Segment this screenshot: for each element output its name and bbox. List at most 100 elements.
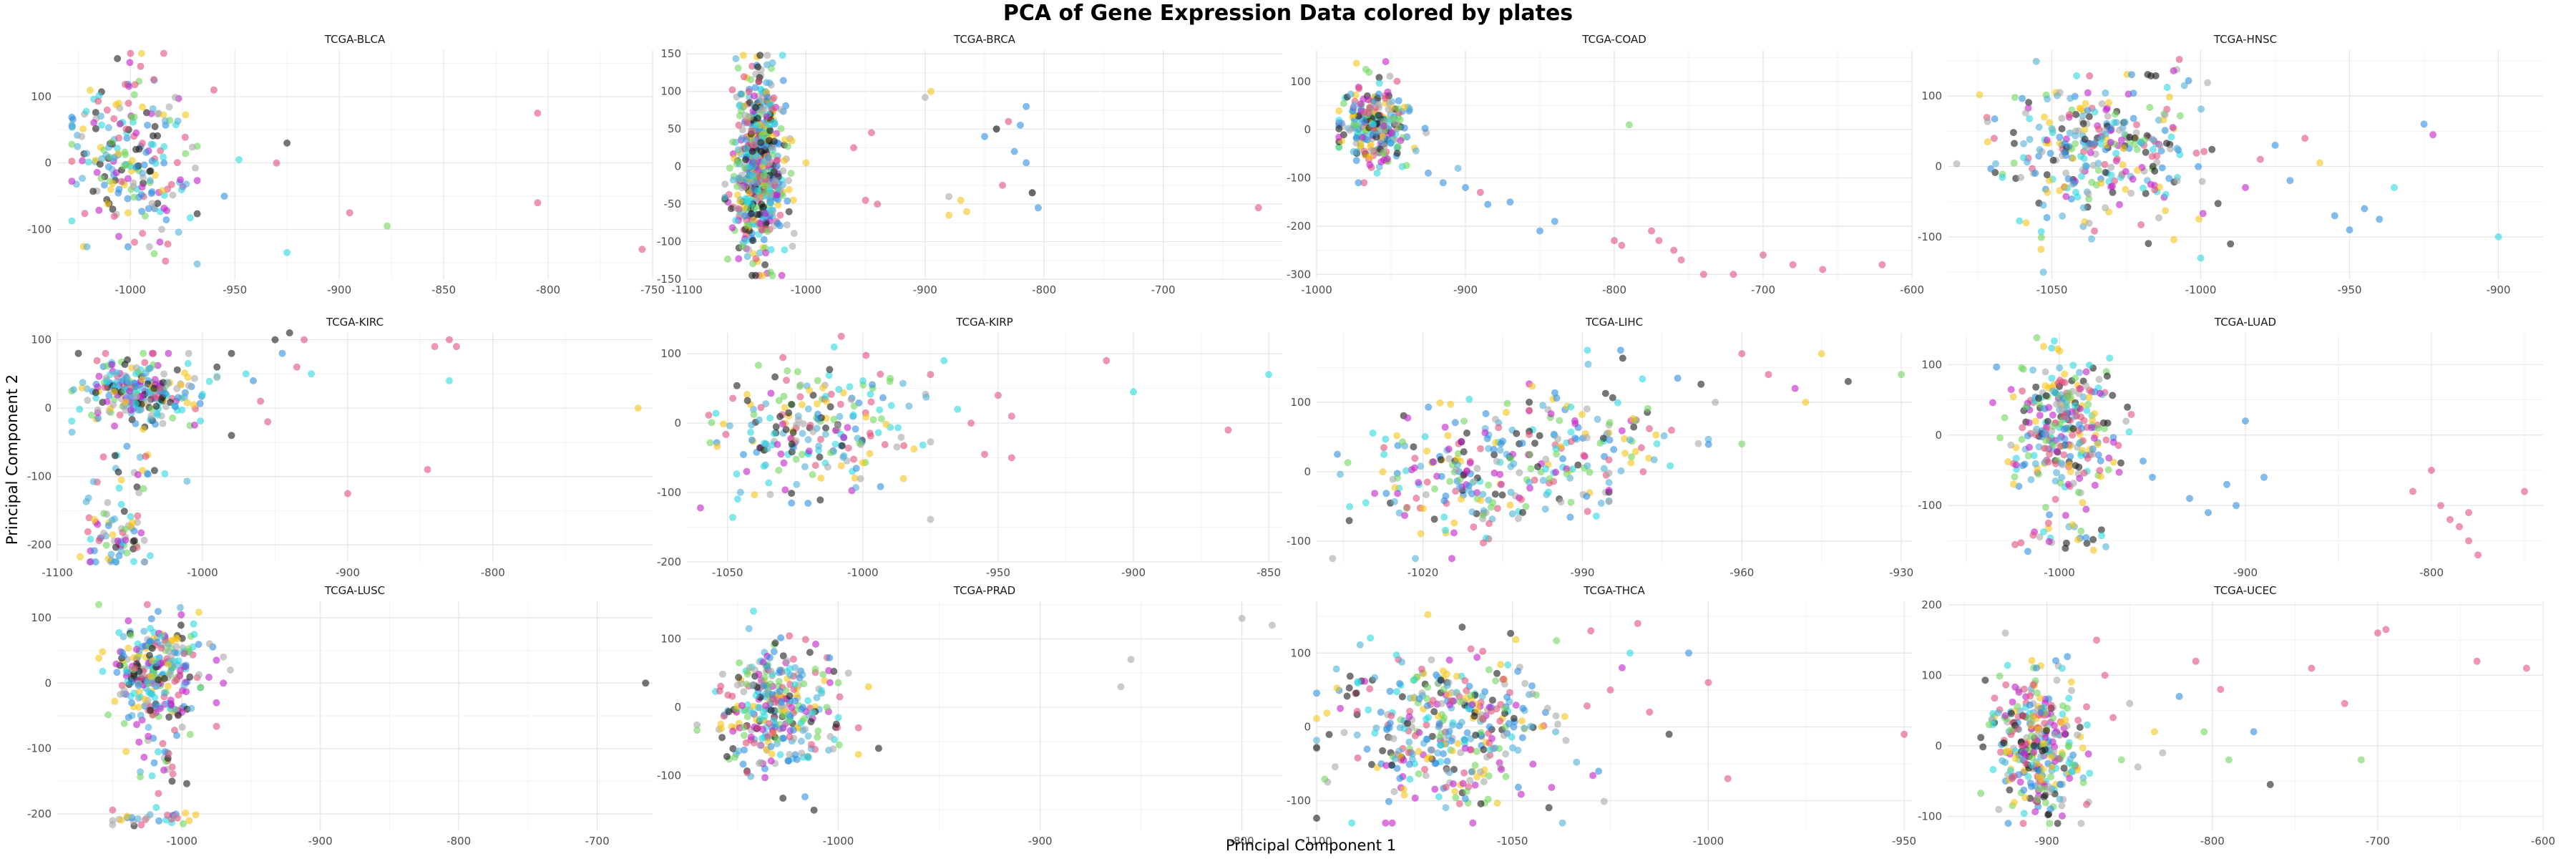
data-point: [1411, 676, 1418, 684]
data-point: [2018, 742, 2026, 749]
y-tick-label: 100: [31, 90, 52, 103]
data-point: [806, 649, 814, 656]
data-point: [2036, 146, 2044, 154]
data-point: [1400, 103, 1408, 111]
data-point: [2041, 746, 2049, 754]
data-point: [2140, 184, 2147, 192]
data-point: [1953, 160, 1961, 168]
data-point: [2007, 386, 2015, 394]
data-point: [775, 397, 783, 404]
data-point: [2068, 767, 2076, 775]
data-point: [2037, 246, 2045, 253]
data-points: [68, 49, 646, 268]
data-point: [131, 238, 138, 246]
data-point: [2142, 148, 2150, 156]
facet-title: TCGA-LUAD: [2214, 316, 2276, 329]
data-point: [768, 750, 776, 758]
data-point: [2061, 148, 2069, 156]
data-point: [826, 449, 834, 457]
data-point: [1526, 407, 1533, 414]
data-point: [2175, 692, 2183, 700]
data-point: [786, 733, 794, 741]
data-point: [135, 681, 142, 689]
data-point: [804, 500, 812, 507]
data-point: [160, 142, 168, 150]
data-point: [84, 528, 92, 535]
data-point: [346, 209, 353, 217]
data-point: [159, 419, 167, 427]
data-point: [2041, 368, 2049, 376]
data-point: [761, 674, 769, 681]
data-point: [1421, 433, 1429, 440]
data-point: [1400, 756, 1407, 764]
data-point: [2102, 130, 2109, 137]
data-point: [1989, 399, 1996, 407]
data-point: [722, 430, 730, 438]
data-point: [762, 702, 769, 709]
data-point: [81, 210, 89, 218]
x-tick-label: -900: [2035, 835, 2059, 848]
data-point: [2046, 820, 2054, 828]
data-point: [763, 733, 771, 741]
data-point: [2059, 812, 2066, 820]
data-point: [343, 490, 351, 498]
data-point: [784, 177, 792, 185]
data-point: [1437, 676, 1445, 684]
data-point: [158, 187, 166, 195]
data-point: [2170, 67, 2177, 74]
data-point: [927, 515, 935, 523]
data-point: [834, 422, 841, 430]
data-point: [68, 157, 76, 165]
y-tick-label: 100: [1921, 89, 1942, 102]
data-point: [1567, 403, 1575, 411]
data-point: [774, 190, 781, 198]
data-point: [801, 463, 809, 470]
data-point: [1502, 772, 1510, 780]
data-point: [154, 200, 162, 208]
data-point: [1451, 787, 1459, 795]
data-point: [130, 558, 137, 566]
data-point: [2101, 671, 2109, 679]
data-point: [68, 121, 76, 129]
data-point: [1361, 677, 1369, 685]
data-point: [74, 349, 82, 357]
data-point: [1704, 440, 1712, 448]
data-point: [1426, 754, 1433, 762]
data-point: [2162, 207, 2170, 215]
data-point: [784, 657, 791, 665]
data-point: [2208, 145, 2216, 153]
data-point: [1463, 430, 1470, 437]
data-point: [2020, 810, 2028, 817]
data-point: [1431, 485, 1439, 493]
data-point: [158, 225, 165, 233]
data-point: [748, 210, 755, 218]
data-point: [2083, 540, 2091, 547]
data-point: [1556, 417, 1563, 424]
data-point: [95, 372, 103, 380]
x-tick-label: -750: [640, 283, 665, 296]
data-point: [779, 724, 787, 732]
data-point: [789, 655, 797, 663]
data-point: [1402, 162, 1410, 170]
data-point: [1443, 681, 1451, 689]
data-point: [886, 377, 894, 385]
data-point: [1606, 436, 1614, 444]
data-point: [2072, 132, 2079, 140]
data-point: [1445, 455, 1453, 462]
data-point: [774, 185, 782, 193]
data-point: [1977, 790, 1985, 797]
data-point: [732, 54, 740, 62]
data-point: [1399, 438, 1406, 446]
data-point: [779, 167, 787, 175]
data-point: [2004, 661, 2011, 669]
data-point: [778, 698, 786, 706]
data-point: [881, 441, 889, 449]
data-point: [109, 806, 117, 814]
data-point: [185, 382, 192, 389]
data-point: [1393, 77, 1401, 85]
data-point: [824, 463, 831, 471]
data-point: [1375, 79, 1383, 87]
data-point: [774, 736, 781, 743]
data-point: [1507, 488, 1515, 496]
facet-panel: TCGA-COAD-1000 -900 -800 -700 -600-300-200-1…: [1287, 33, 1924, 296]
